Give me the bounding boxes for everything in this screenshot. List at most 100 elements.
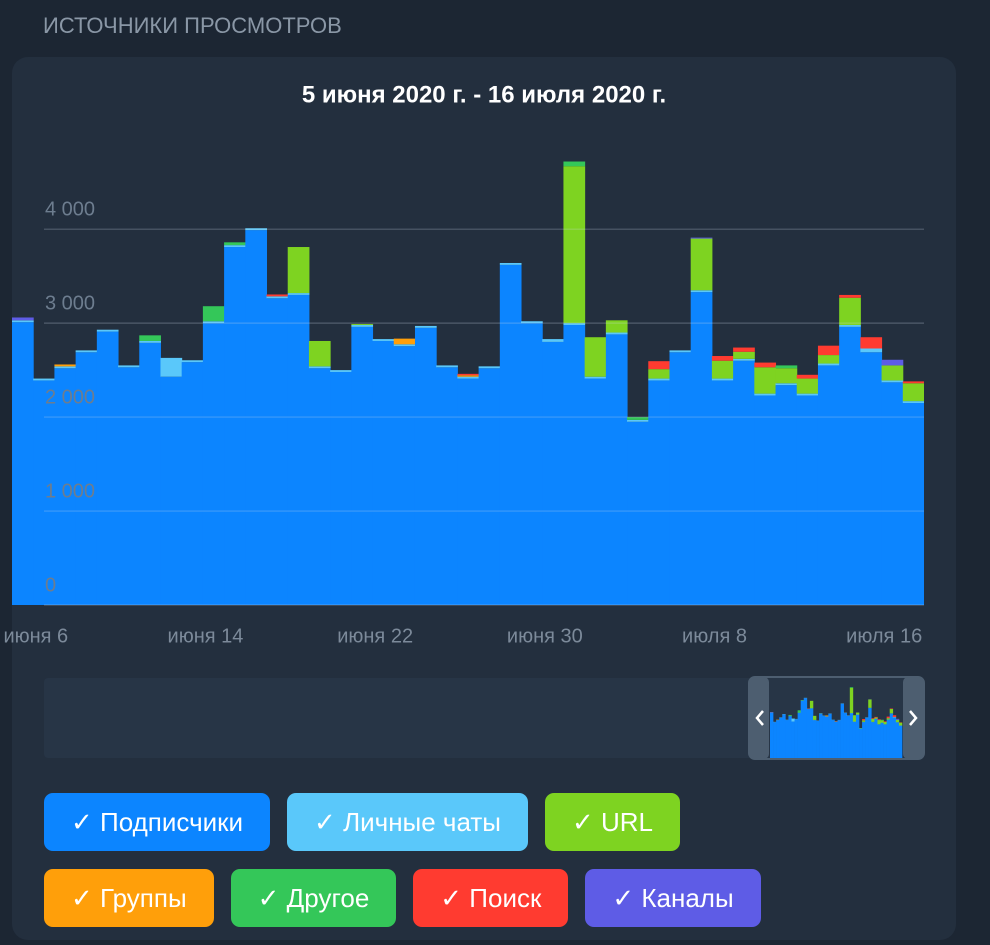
- minimap-bar: [889, 713, 894, 758]
- bar-segment: [796, 393, 819, 396]
- bar-segment: [160, 357, 183, 377]
- bar-segment: [414, 325, 437, 328]
- bar-segment: [330, 370, 352, 372]
- bar-segment: [881, 382, 904, 605]
- bar-segment: [542, 341, 564, 605]
- minimap-bar: [800, 700, 805, 758]
- minimap-bar: [898, 722, 903, 726]
- bar-segment: [54, 368, 77, 605]
- minimap-bar: [852, 715, 857, 722]
- bar-segment: [75, 352, 98, 605]
- minimap-handle-right[interactable]: [903, 677, 924, 759]
- minimap-bar: [852, 721, 857, 758]
- bar-segment: [796, 378, 819, 394]
- bar-segment: [817, 355, 840, 364]
- bar-segment: [584, 337, 607, 377]
- minimap-bar: [886, 718, 891, 720]
- minimap-bar: [895, 718, 900, 720]
- bar-segment: [96, 331, 119, 605]
- bar-segment: [393, 338, 416, 345]
- bar-segment: [775, 365, 798, 369]
- bar-segment: [499, 264, 522, 605]
- minimap-handle-left[interactable]: [749, 677, 769, 759]
- minimap-bar: [883, 724, 887, 758]
- bar-segment: [754, 395, 777, 605]
- bar-segment: [54, 364, 77, 367]
- minimap-bar: [855, 714, 860, 758]
- bar-segment: [902, 383, 924, 402]
- x-tick-label: июня 30: [507, 625, 583, 647]
- bar-segment: [457, 375, 480, 377]
- bar-segment: [54, 366, 77, 369]
- bar-segment: [669, 352, 692, 605]
- bar-segment: [75, 350, 98, 353]
- legend-toggle[interactable]: Другое: [230, 869, 397, 927]
- minimap-bar: [803, 698, 808, 758]
- minimap-bar: [871, 722, 875, 758]
- bar-segment: [881, 365, 904, 381]
- legend-toggle[interactable]: Подписчики: [44, 793, 271, 851]
- bar-segment: [499, 262, 522, 265]
- minimap-bar: [874, 719, 878, 758]
- legend-toggle[interactable]: URL: [544, 793, 680, 851]
- minimap-bar: [794, 719, 798, 758]
- minimap-bar: [831, 720, 835, 758]
- bar-segment: [563, 166, 586, 324]
- bar-segment: [224, 245, 246, 248]
- minimap-bar: [843, 713, 848, 758]
- legend-toggle[interactable]: Личные чаты: [287, 793, 528, 851]
- bar-segment: [881, 359, 904, 366]
- bar-segment: [457, 373, 480, 376]
- bar-segment: [202, 321, 225, 324]
- bar-segment: [457, 376, 480, 379]
- y-tick-label: 2 000: [45, 386, 95, 408]
- legend-toggle[interactable]: Группы: [44, 869, 214, 927]
- bar-segment: [839, 294, 861, 298]
- bar-segment: [245, 230, 268, 605]
- bar-segment: [181, 362, 204, 605]
- bar-segment: [902, 381, 924, 384]
- minimap-bar: [862, 719, 866, 721]
- bar-segment: [266, 296, 289, 299]
- plot: [12, 161, 924, 606]
- axis: 0 1 000 2 000 3 000 4 000 июня 6 июня 14 июня 2…: [3, 198, 924, 647]
- minimap-bar: [770, 712, 774, 758]
- bar-segment: [12, 322, 34, 605]
- bar-segment: [711, 380, 734, 605]
- handle-arrow: [755, 710, 764, 726]
- bar-segment: [690, 292, 713, 605]
- bar-segment: [372, 339, 395, 341]
- y-tick-label: 4 000: [45, 198, 95, 220]
- bar-segment: [308, 368, 331, 605]
- bar-segment: [881, 380, 904, 383]
- minimap-bar: [874, 717, 878, 719]
- minimap-bar: [809, 700, 814, 709]
- bar-segment: [627, 417, 649, 420]
- bar-segment: [733, 351, 755, 359]
- legend-toggle[interactable]: Поиск: [413, 869, 569, 927]
- legend-toggle[interactable]: Каналы: [585, 869, 761, 927]
- minimap-bar: [773, 722, 777, 758]
- bar-segment: [139, 335, 161, 341]
- minimap-bar: [797, 710, 801, 713]
- chart-title: 5 июня 2020 г. - 16 июля 2020 г.: [302, 81, 666, 108]
- bar-segment: [733, 360, 755, 605]
- bar-segment: [775, 383, 798, 386]
- bar-segment: [711, 356, 734, 361]
- bar-segment: [12, 320, 34, 323]
- minimap-bar: [788, 716, 792, 758]
- minimap-window-data: [770, 687, 903, 758]
- bar-segment: [648, 361, 670, 370]
- minimap-bar: [825, 715, 829, 717]
- bar-segment: [733, 347, 755, 352]
- minimap-bar: [859, 728, 863, 758]
- minimap-bar: [865, 717, 869, 758]
- minimap-bar: [791, 718, 795, 722]
- bar-segment: [351, 325, 374, 327]
- bar-segment: [860, 352, 883, 605]
- minimap-bar: [886, 719, 891, 758]
- bar-segment: [584, 378, 607, 605]
- bar-segment: [902, 401, 924, 403]
- bar-segment: [860, 348, 883, 353]
- bar-segment: [308, 366, 331, 369]
